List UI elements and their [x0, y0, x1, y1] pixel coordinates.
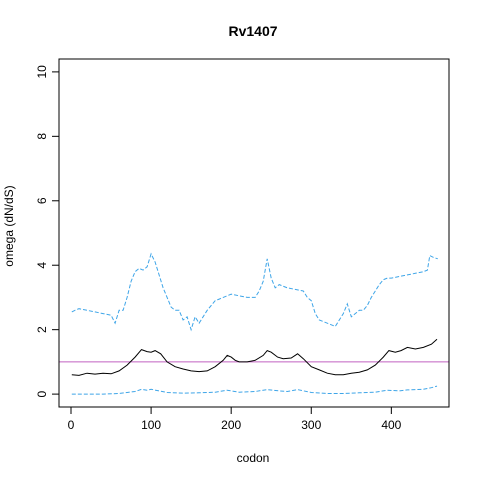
x-axis: 0 100 200 300 400	[68, 406, 402, 432]
y-tick-label: 8	[35, 133, 49, 140]
y-axis: 0 2 4 6 8 10	[35, 65, 60, 397]
y-tick-label: 4	[35, 262, 49, 269]
y-tick-label: 2	[35, 326, 49, 333]
y-tick-label: 6	[35, 197, 49, 204]
x-axis-label: codon	[237, 451, 270, 465]
chart-title: Rv1407	[228, 23, 277, 39]
y-tick-label: 10	[35, 65, 49, 79]
x-tick-label: 400	[381, 418, 401, 432]
x-tick-label: 200	[221, 418, 241, 432]
x-tick-label: 0	[68, 418, 75, 432]
series-line-1	[71, 338, 438, 376]
series-line-2	[71, 252, 438, 332]
x-tick-label: 300	[301, 418, 321, 432]
x-tick-label: 100	[141, 418, 161, 432]
plot-box	[58, 58, 450, 408]
plot-area	[59, 252, 449, 395]
y-tick-label: 0	[35, 390, 49, 397]
series-line-3	[71, 385, 438, 395]
y-axis-label: omega (dN/dS)	[2, 185, 16, 266]
